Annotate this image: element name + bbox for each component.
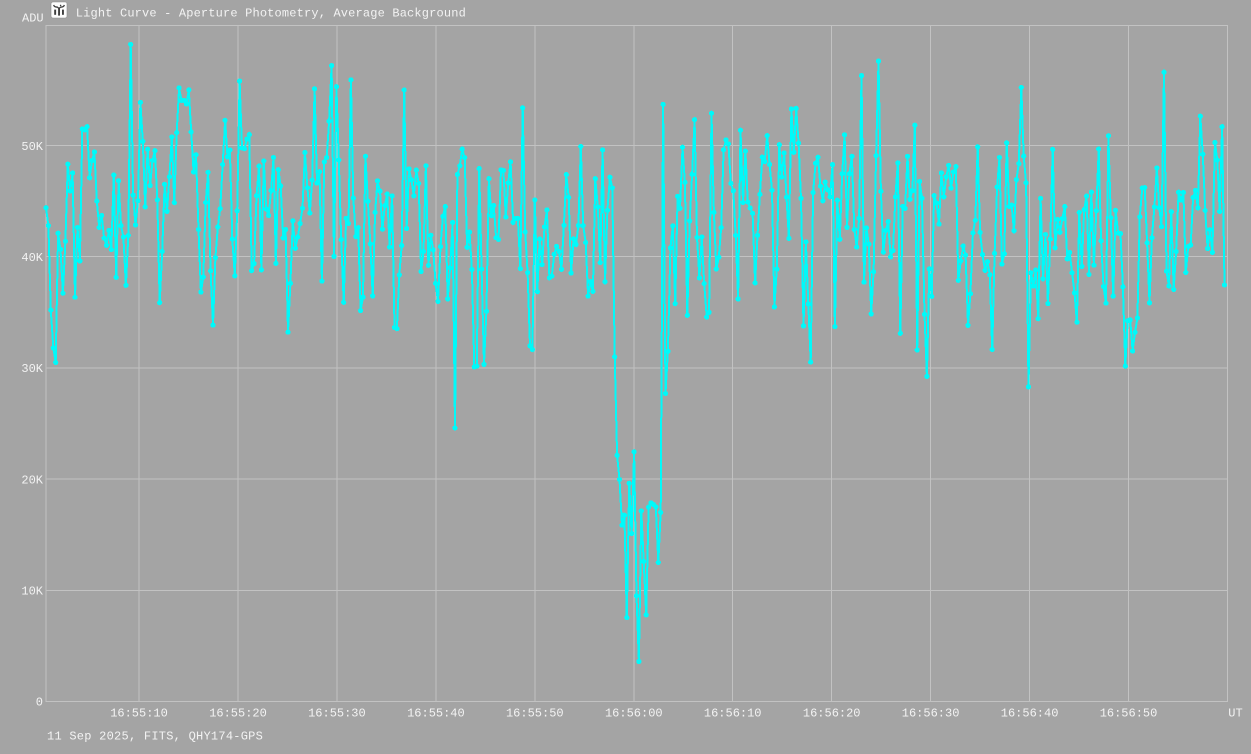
svg-text:16:55:50: 16:55:50 (506, 707, 564, 721)
svg-text:Light Curve - Aperture Photome: Light Curve - Aperture Photometry, Avera… (76, 7, 466, 21)
svg-text:16:55:30: 16:55:30 (308, 707, 366, 721)
svg-text:20K: 20K (21, 473, 43, 487)
svg-text:30K: 30K (21, 362, 43, 376)
svg-text:16:56:10: 16:56:10 (704, 707, 762, 721)
svg-text:0: 0 (36, 696, 43, 710)
svg-text:16:55:20: 16:55:20 (209, 707, 267, 721)
svg-text:16:56:50: 16:56:50 (1100, 707, 1158, 721)
svg-text:50K: 50K (21, 140, 43, 154)
svg-text:ADU: ADU (22, 12, 44, 26)
svg-text:16:56:00: 16:56:00 (605, 707, 663, 721)
svg-text:10K: 10K (21, 585, 43, 599)
svg-text:16:56:30: 16:56:30 (902, 707, 960, 721)
svg-text:16:55:40: 16:55:40 (407, 707, 465, 721)
svg-text:16:56:20: 16:56:20 (803, 707, 861, 721)
svg-text:UT: UT (1228, 707, 1242, 721)
svg-text:40K: 40K (21, 251, 43, 265)
svg-text:16:56:40: 16:56:40 (1001, 707, 1059, 721)
svg-text:16:55:10: 16:55:10 (110, 707, 168, 721)
svg-text:11 Sep 2025, FITS, QHY174-GPS: 11 Sep 2025, FITS, QHY174-GPS (47, 730, 263, 744)
